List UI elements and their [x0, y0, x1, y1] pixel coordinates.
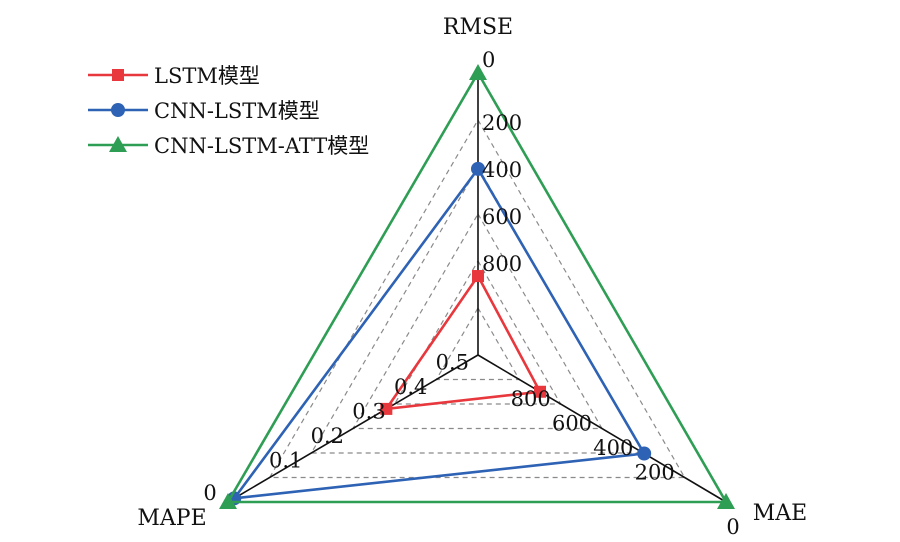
axis-title-mape: MAPE	[137, 506, 206, 531]
data-point	[380, 402, 393, 415]
tick-label: 200	[482, 111, 522, 135]
axis-title-mae: MAE	[753, 501, 807, 526]
series-0	[380, 270, 546, 415]
series-line	[383, 273, 543, 411]
axis-line-mae	[477, 354, 727, 503]
legend: LSTM模型 CNN-LSTM模型 CNN-LSTM-ATT模型	[88, 64, 369, 158]
legend-item: CNN-LSTM模型	[88, 99, 320, 123]
tick-label: 800	[511, 387, 551, 411]
tick-label: 0	[203, 481, 216, 505]
tick-label: 600	[552, 412, 592, 436]
tick-label: 0.1	[269, 449, 302, 473]
legend-item: CNN-LSTM-ATT模型	[88, 134, 369, 158]
data-point	[717, 493, 735, 509]
radar-series	[219, 64, 735, 509]
tick-label: 0	[726, 515, 739, 539]
series-line	[225, 70, 729, 504]
grid-ring	[351, 212, 604, 430]
data-point	[112, 69, 124, 81]
tick-label: 200	[635, 461, 675, 485]
legend-label: CNN-LSTM模型	[154, 99, 320, 123]
tick-label: 400	[593, 436, 633, 460]
tick-label: 0.5	[436, 351, 469, 375]
data-point	[219, 493, 237, 509]
tick-label: 0.4	[394, 375, 427, 399]
data-point	[471, 161, 485, 176]
tick-labels: 0200400600800020040060080000.10.20.30.40…	[203, 48, 739, 539]
data-point	[109, 136, 127, 152]
tick-label: 800	[482, 252, 522, 276]
series-2	[219, 64, 735, 509]
series-line	[231, 166, 647, 500]
axis-titles: RMSE MAE MAPE	[137, 15, 807, 531]
legend-label: LSTM模型	[154, 64, 260, 88]
axis-title-rmse: RMSE	[443, 15, 513, 40]
tick-label: 400	[482, 158, 522, 182]
data-point	[637, 446, 652, 461]
tick-label: 0.2	[311, 424, 344, 448]
radar-axes	[227, 73, 727, 503]
data-point	[111, 103, 125, 117]
grid-ring	[393, 259, 562, 405]
data-point	[469, 64, 487, 80]
data-point	[534, 385, 546, 398]
legend-label: CNN-LSTM-ATT模型	[154, 134, 369, 158]
tick-label: 0	[482, 48, 495, 72]
data-point	[472, 270, 484, 283]
tick-label: 0.3	[352, 400, 385, 424]
axis-line-mape	[227, 354, 479, 503]
tick-label: 600	[482, 205, 522, 229]
legend-item: LSTM模型	[88, 64, 260, 88]
